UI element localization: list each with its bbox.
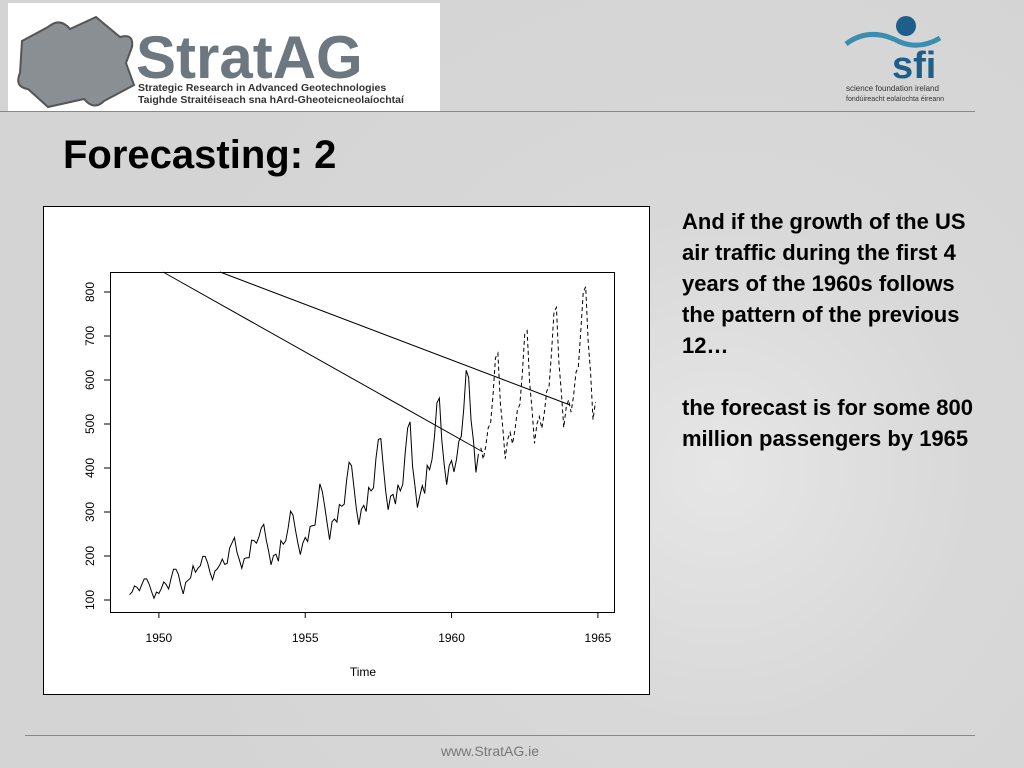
paragraph: the forecast is for some 800 million pas…	[682, 395, 974, 451]
footer: www.StratAG.ie	[440, 743, 540, 759]
annotation-line	[219, 271, 571, 406]
stratag-logo: StratAG Strategic Research in Advanced G…	[8, 3, 440, 111]
sfi-name: sfi	[892, 45, 936, 87]
footer-rule	[25, 735, 975, 736]
sfi-logo: sfi science foundation ireland fondúirea…	[844, 16, 944, 103]
body-text: And if the growth of the US air traffic …	[682, 206, 987, 485]
data-line	[129, 370, 479, 600]
annotation-line	[162, 271, 484, 453]
puzzle-icon	[17, 15, 136, 109]
data-line	[480, 286, 596, 460]
chart-frame	[43, 206, 650, 695]
logo-graphic: StratAG Strategic Research in Advanced G…	[17, 15, 405, 109]
y-tick-label: 700	[83, 326, 97, 346]
paragraph: And if the growth of the US air traffic …	[682, 209, 966, 358]
header-rule	[0, 111, 975, 112]
y-tick-label: 600	[83, 370, 97, 390]
logo-line: Strategic Research in Advanced Geotechno…	[138, 82, 386, 94]
x-tick-label: 1960	[438, 631, 465, 645]
y-tick-label: 300	[83, 502, 97, 522]
y-tick-label: 200	[83, 546, 97, 566]
chart: Time 1950 1955 1960 1965 100 200 300 400 500 600 7…	[43, 206, 650, 695]
plot-box	[110, 272, 615, 613]
x-axis-label: Time	[350, 665, 377, 679]
sfi-line: science foundation ireland	[846, 84, 939, 93]
sfi-dot	[896, 16, 916, 36]
sfi-swoosh	[844, 32, 942, 48]
x-tick-label: 1950	[146, 631, 173, 645]
sfi-line: fondúireacht eolaíochta éireann	[846, 96, 944, 103]
y-tick-label: 500	[83, 414, 97, 434]
y-tick-label: 100	[83, 590, 97, 610]
logo-line: Taighde Straitéiseach sna hArd-Gheoteicn…	[138, 94, 405, 106]
y-tick-label: 800	[83, 282, 97, 302]
x-tick-label: 1965	[585, 631, 612, 645]
x-tick-label: 1955	[292, 631, 319, 645]
y-tick-label: 400	[83, 458, 97, 478]
slide-title: Forecasting: 2	[63, 133, 337, 177]
logo-name: StratAG	[136, 24, 363, 91]
